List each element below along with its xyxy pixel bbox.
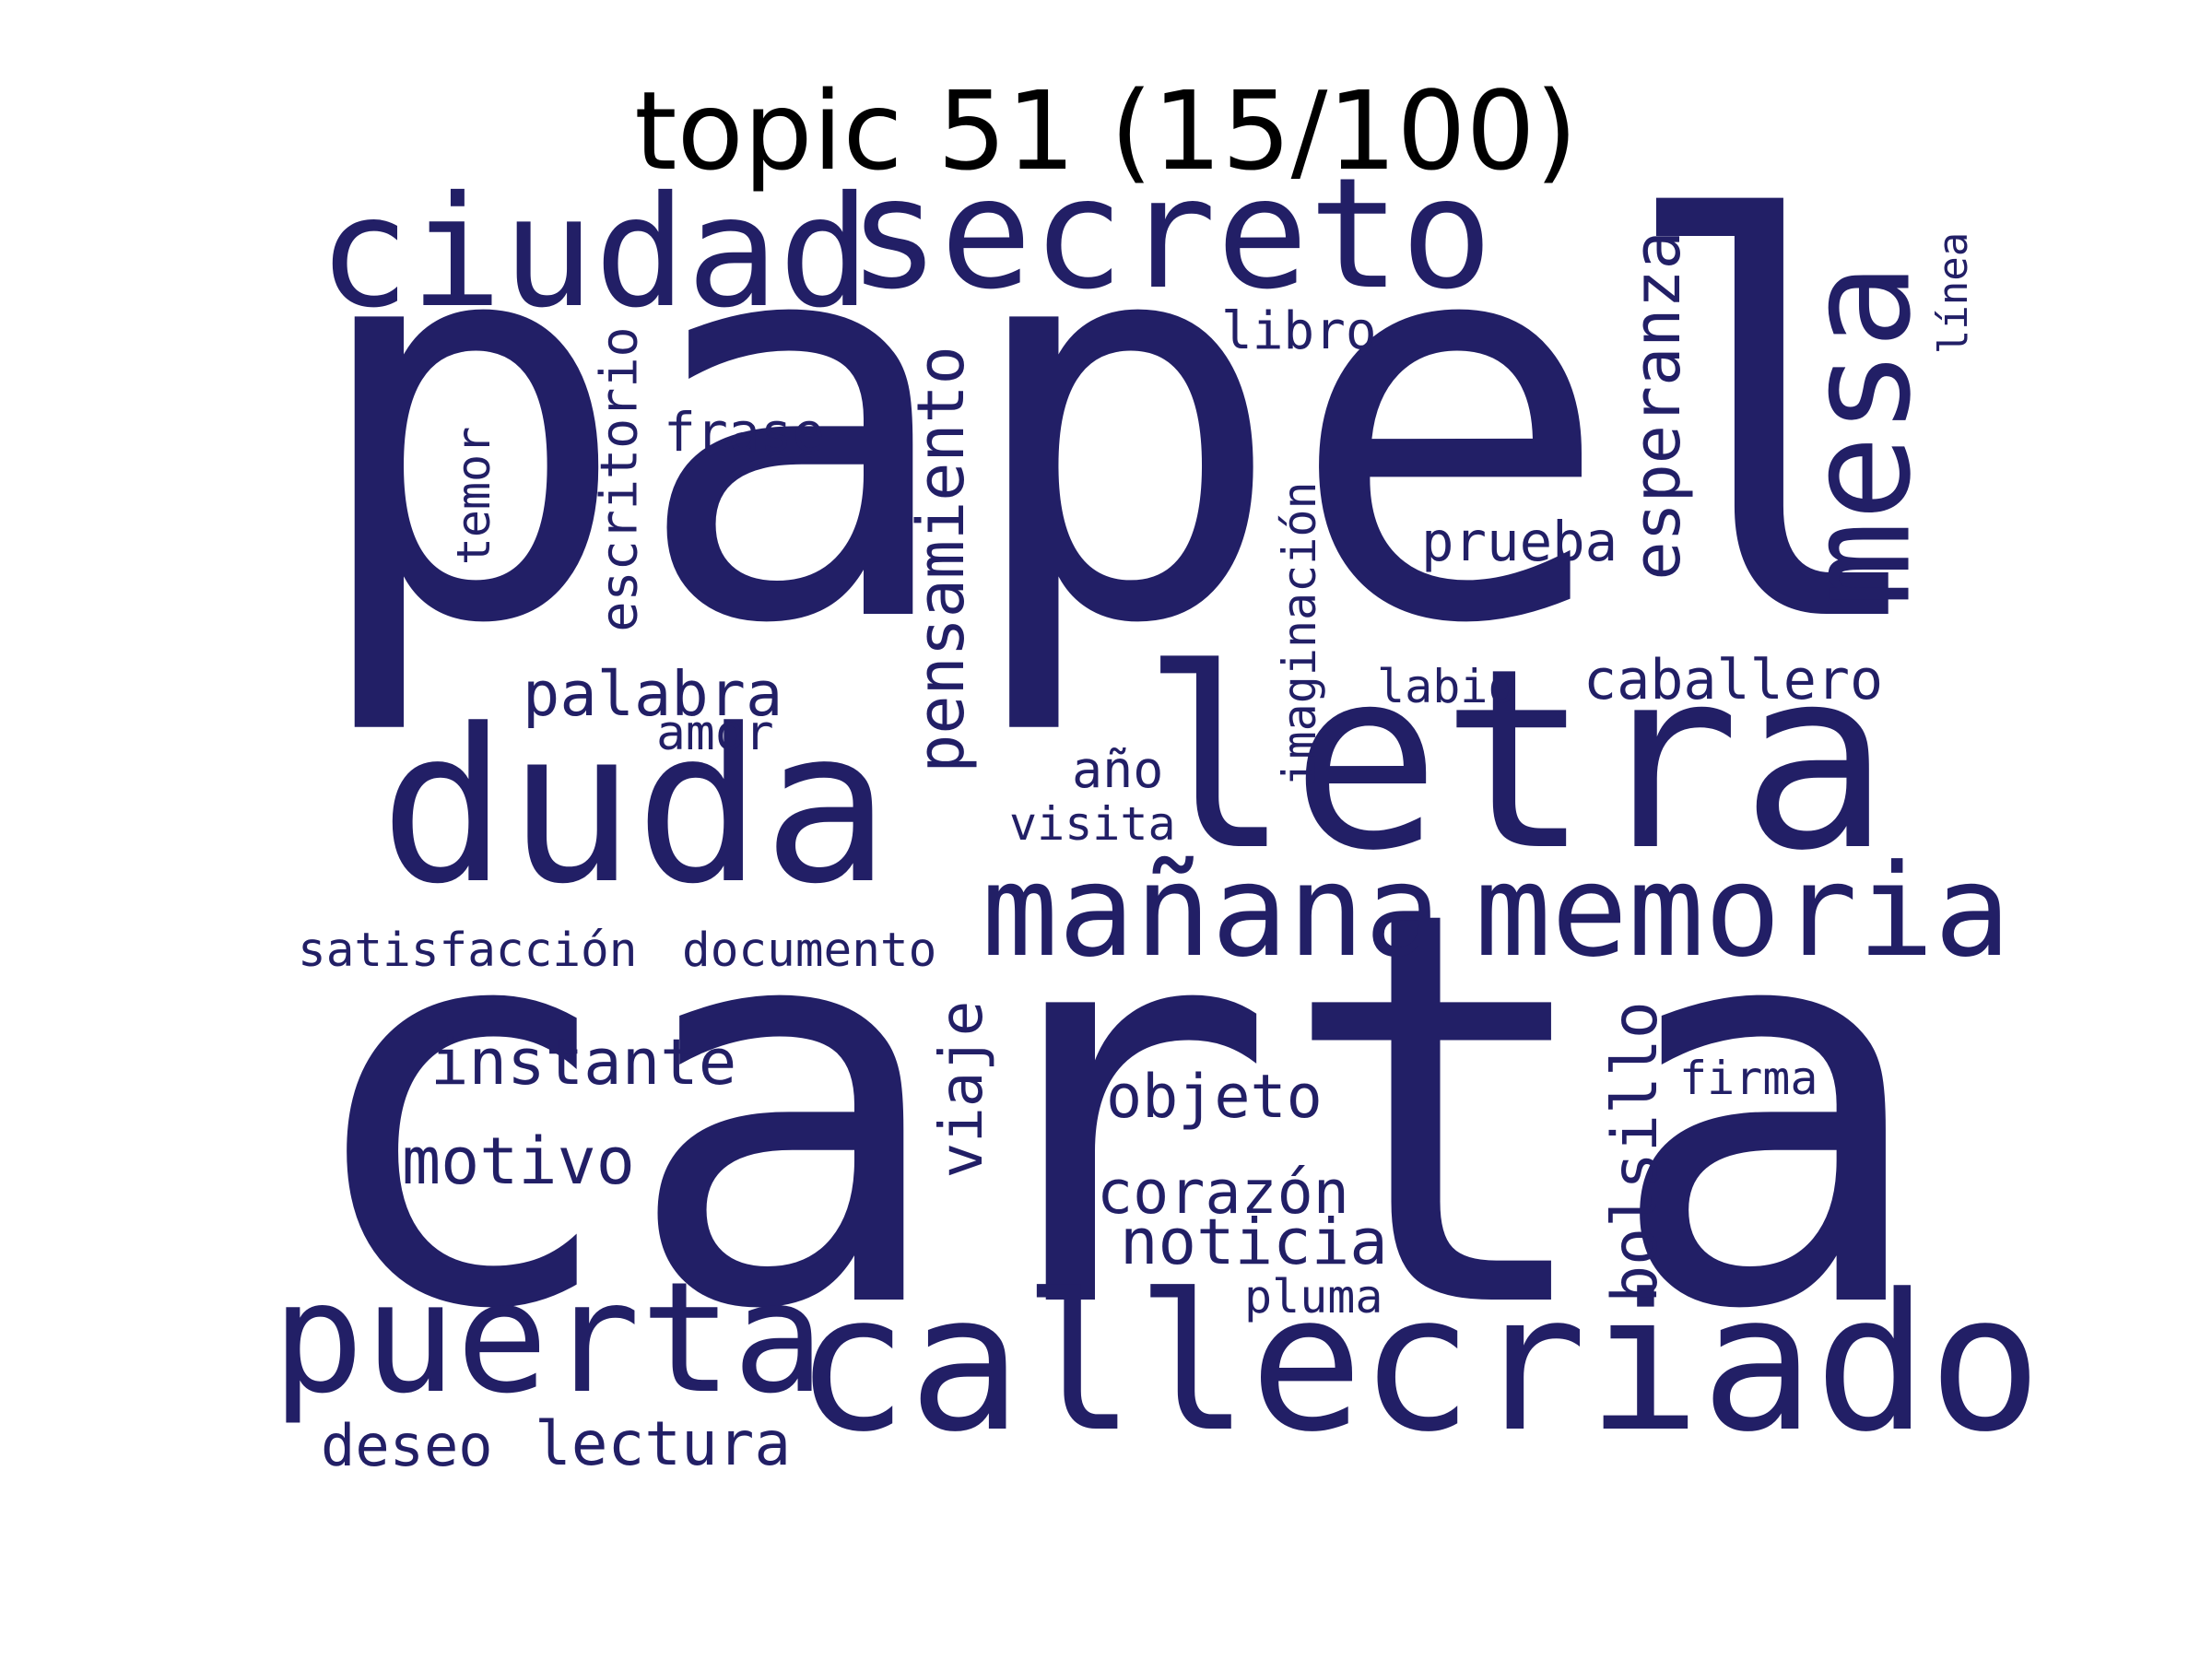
word-documento: documento	[682, 924, 937, 978]
word-ciudad: ciudad	[318, 164, 871, 342]
word-papel: papel	[304, 110, 1942, 743]
figure-title: topic 51 (15/100)	[634, 67, 1578, 194]
word-criado: criado	[1359, 1254, 2042, 1474]
word-visita: visita	[1009, 797, 1176, 851]
word-lectura: lectura	[535, 1408, 792, 1479]
word-deseo: deseo	[321, 1412, 493, 1479]
word-imaginacion: imaginación	[1273, 481, 1326, 787]
word-viaje: viaje	[928, 1000, 996, 1179]
word-labio: labio	[1377, 660, 1516, 713]
word-temor: temor	[447, 426, 500, 566]
word-calle: calle	[794, 1254, 1364, 1474]
word-linea: línea	[1930, 231, 1977, 355]
word-firma: firma	[1679, 1052, 1818, 1105]
word-noticia: noticia	[1120, 1206, 1388, 1279]
word-manana: mañana	[982, 837, 1441, 985]
word-esperanza: esperanza	[1619, 230, 1695, 581]
word-motivo: motivo	[402, 1124, 635, 1199]
word-prueba: prueba	[1421, 510, 1618, 573]
word-pensamiento: pensamiento	[903, 346, 979, 773]
word-palabra: palabra	[523, 658, 783, 730]
word-instante: instante	[430, 1026, 737, 1100]
word-duda: duda	[380, 685, 890, 931]
word-secreto: secreto	[848, 146, 1493, 324]
word-memoria: memoria	[1475, 837, 2011, 985]
word-letra: letra	[1141, 615, 1890, 905]
word-puerta: puerta	[272, 1250, 825, 1428]
word-amor: amor	[656, 705, 774, 761]
word-objeto: objeto	[1106, 1063, 1323, 1132]
word-escritorio: escritorio	[589, 326, 649, 632]
word-ano: año	[1072, 740, 1164, 799]
word-bolsillo: bolsillo	[1599, 1001, 1672, 1303]
word-caballero: caballero	[1583, 648, 1884, 712]
word-libro: libro	[1221, 301, 1377, 361]
word-mesa: mesa	[1775, 263, 1943, 607]
word-corazon: corazón	[1097, 1159, 1349, 1228]
word-carta: carta	[295, 795, 1933, 1429]
word-frase: frase	[664, 401, 825, 464]
word-satisfaccion: satisfacción	[298, 924, 638, 978]
word-pluma: pluma	[1244, 1270, 1383, 1324]
